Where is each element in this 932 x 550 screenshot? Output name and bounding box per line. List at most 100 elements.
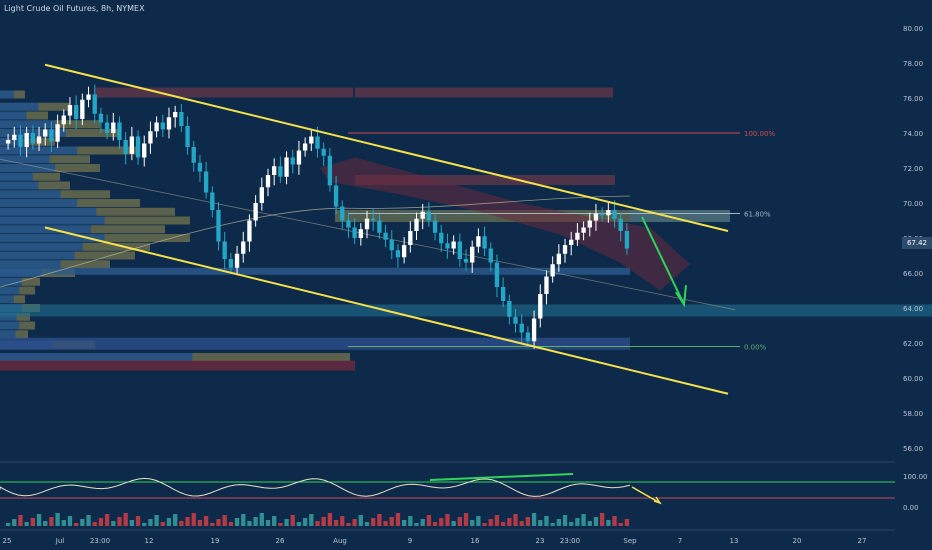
resistance-zone-76 [355,87,613,98]
volume-profile-bar-alt-9 [33,172,60,181]
zone-61 [0,360,355,371]
candle-body-8 [55,124,60,142]
candle-body-70 [439,232,444,244]
volume-bar-54 [340,516,345,526]
candle-body-74 [463,259,469,263]
volume-profile-bar-alt-23 [13,295,25,304]
volume-bar-95 [593,517,599,526]
volume-bar-3 [24,522,29,526]
volume-bar-78 [488,519,493,526]
y-tick-label-4: 72.00 [903,165,923,173]
volume-bar-7 [49,517,54,526]
candle-body-89 [556,253,562,265]
candle-body-28 [179,112,184,126]
x-tick-label-11: Sep [623,537,637,545]
volume-profile-bar-alt-6 [77,146,140,155]
y-tick-label-11: 58.00 [903,410,923,418]
volume-profile-bar-alt-25 [16,312,30,321]
volume-bar-77 [482,523,487,526]
volume-bar-8 [55,513,60,526]
volume-profile-bar-alt-5 [30,137,55,146]
candle-body-66 [414,218,419,231]
candle-body-14 [92,94,97,114]
candle-body-39 [247,220,252,242]
candle-body-75 [470,246,475,263]
volume-bar-37 [234,518,240,526]
volume-profile-bar-5 [0,137,31,146]
candle-body-73 [457,241,462,259]
volume-bar-24 [154,515,159,526]
volume-bar-68 [426,515,432,526]
volume-bar-76 [476,516,481,526]
candle-body-0 [5,140,11,144]
candle-body-1 [12,134,17,140]
x-tick-label-0: 25 [3,537,12,545]
volume-profile-bar-6 [0,146,77,155]
fib-label-2: 0.00% [744,344,767,352]
volume-bar-85 [531,513,537,526]
volume-bar-21 [135,516,141,526]
volume-profile-bar-alt-14 [104,216,190,225]
chart-title: Light Crude Oil Futures, 8h, NYMEX [4,4,145,13]
volume-bar-90 [562,515,568,526]
trendline-lower [44,226,729,395]
volume-bar-49 [309,514,314,526]
volume-bar-41 [259,513,264,526]
candle-body-37 [234,253,240,268]
candle-body-54 [340,206,345,221]
volume-bar-62 [389,517,394,526]
volume-bar-5 [36,514,42,526]
volume-profile-bar-8 [0,164,55,172]
volume-bar-65 [408,516,413,526]
volume-bar-56 [352,519,357,526]
volume-profile-bar-alt-22 [19,286,35,295]
volume-profile-bar-alt-16 [104,234,190,242]
candle-body-72 [451,241,456,249]
volume-profile-bar-29 [0,353,193,361]
trendline-upper [44,63,729,232]
volume-profile-bar-alt-4 [66,129,120,137]
candle-body-82 [513,316,518,324]
candle-body-65 [408,231,413,245]
volume-profile-bar-22 [0,286,20,295]
x-tick-label-10: 23:00 [560,537,580,545]
volume-bar-86 [538,520,543,526]
candle-body-79 [494,262,500,287]
candle-body-33 [210,192,215,210]
candle-body-18 [117,122,122,140]
resistance-zone-71 [355,175,615,185]
volume-bar-47 [296,522,302,526]
volume-profile-bar-10 [0,181,39,190]
projection-cloud [320,157,690,291]
volume-profile-bar-alt-19 [60,260,110,269]
oscillator-divergence-line [429,473,574,481]
candle-body-57 [358,229,363,238]
volume-profile-bar-alt-18 [74,251,135,260]
candle-body-27 [173,112,178,118]
volume-bar-19 [123,513,128,526]
y-tick-label-0: 80.00 [903,25,923,33]
volume-profile-bar-alt-1 [38,102,70,111]
candle-body-50 [315,136,320,149]
volume-profile-bar-alt-29 [192,353,350,361]
candle-body-59 [371,218,376,221]
volume-bar-84 [525,517,531,526]
x-tick-label-7: 9 [408,537,412,545]
x-tick-label-1: Jul [55,537,65,545]
candle-body-4 [30,133,36,144]
candle-body-63 [395,250,401,258]
volume-profile-bar-18 [0,251,75,260]
volume-bar-51 [321,517,326,526]
candle-body-24 [154,122,159,132]
candle-body-76 [476,236,481,247]
candle-body-99 [618,218,623,231]
volume-bar-67 [420,519,425,526]
volume-bar-43 [272,516,277,526]
volume-bar-99 [618,523,623,526]
oscillator-arrow [631,486,662,505]
candle-body-64 [401,245,407,258]
volume-profile-bar-alt-0 [13,90,25,99]
volume-profile-bar-alt-8 [55,164,100,172]
candle-body-6 [43,129,48,137]
